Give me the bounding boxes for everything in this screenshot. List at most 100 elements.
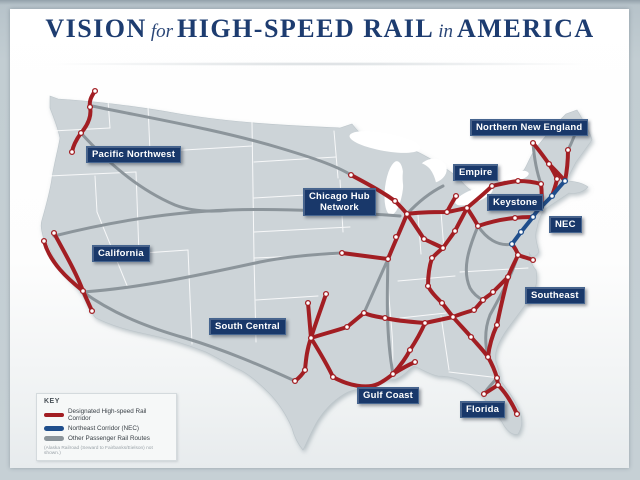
station-dot [338, 249, 346, 257]
station-dot [384, 255, 392, 263]
station-dot [529, 139, 537, 147]
nec-swatch [44, 426, 64, 431]
route-california-south [81, 289, 94, 313]
route-tulsa-dallas [309, 292, 328, 340]
station-dot [307, 334, 315, 342]
station-dot [347, 171, 355, 179]
station-dot [474, 222, 482, 230]
station-dot [537, 180, 545, 188]
route-dallas-houston [309, 336, 335, 379]
station-dot [529, 256, 537, 264]
station-dot [514, 177, 522, 185]
station-dot [360, 309, 368, 317]
station-dot [484, 353, 492, 361]
station-dot [86, 103, 94, 111]
title-word-hsr: HIGH-SPEED RAIL [177, 14, 435, 43]
title-word-in: in [438, 21, 454, 42]
route-city-of-new-orleans [385, 257, 395, 376]
route-pacific-northwest [70, 89, 97, 154]
station-dot [537, 203, 545, 211]
station-dot [451, 227, 459, 235]
route-capitol-limited [476, 224, 514, 247]
route-empire-builder [90, 104, 353, 177]
station-dot [513, 410, 521, 418]
station-dot [424, 282, 432, 290]
station-dot [529, 213, 537, 221]
station-dot [439, 244, 447, 252]
station-dot [40, 237, 48, 245]
other-routes-label: Other Passenger Rail Routes [68, 435, 150, 442]
station-dot [421, 319, 429, 327]
station-dot [564, 146, 572, 154]
station-dot [50, 229, 58, 237]
hsr-swatch [44, 412, 64, 418]
map-key: KEY Designated High-speed Rail Corridor … [36, 393, 177, 461]
station-dot [470, 306, 478, 314]
title-word-america: AMERICA [457, 14, 595, 43]
routes-other-passenger [52, 104, 579, 396]
key-heading: KEY [44, 398, 60, 405]
station-dot [438, 299, 446, 307]
station-dot [79, 287, 87, 295]
key-row-nec: Northeast Corridor (NEC) [44, 425, 170, 432]
title-word-for: for [150, 21, 173, 42]
station-dot [452, 192, 460, 200]
station-dot [493, 374, 501, 382]
station-dot [511, 214, 519, 222]
route-littlerock-stlouis [362, 257, 390, 315]
route-california-coast [42, 239, 85, 293]
station-dot [443, 208, 451, 216]
station-dot [545, 160, 553, 168]
station-dot [494, 381, 502, 389]
nec-label: Northeast Corridor (NEC) [68, 425, 140, 432]
key-row-other: Other Passenger Rail Routes [44, 435, 170, 442]
station-dot [291, 377, 299, 385]
route-southwest-chief [81, 251, 344, 294]
other-routes-swatch [44, 436, 64, 441]
station-dot [322, 290, 330, 298]
route-michigan-gray [405, 184, 445, 216]
route-houston-neworleans [331, 372, 395, 389]
station-dot [411, 358, 419, 366]
station-dot [561, 177, 569, 185]
route-sunset-limited [81, 290, 297, 383]
route-california-valley [52, 231, 85, 293]
station-dot [389, 370, 397, 378]
station-dot [403, 210, 411, 218]
key-row-hsr: Designated High-speed Rail Corridor [44, 408, 170, 422]
station-dot [420, 235, 428, 243]
route-appalachia [464, 224, 485, 302]
station-dot [88, 307, 96, 315]
alaska-note: (Alaska Railroad (Seward to Fairbanks/Ei… [44, 446, 153, 456]
station-dot [449, 313, 457, 321]
michigan-peninsula [402, 161, 437, 211]
station-dot [489, 288, 497, 296]
route-louisville-nashville-atlanta [426, 256, 455, 319]
station-dot [514, 251, 522, 259]
station-dot [301, 366, 309, 374]
station-dot [68, 148, 76, 156]
title-word-vision: VISION [45, 14, 147, 43]
station-dot [488, 182, 496, 190]
station-dot [77, 129, 85, 137]
station-dot [504, 273, 512, 281]
station-dot [428, 254, 436, 262]
hsr-label: Designated High-speed Rail Corridor [68, 408, 147, 422]
station-dot [479, 296, 487, 304]
station-dot [381, 314, 389, 322]
station-dot [493, 321, 501, 329]
station-dot [508, 240, 516, 248]
page-title: VISION for HIGH-SPEED RAIL in AMERICA [0, 14, 640, 44]
title-divider [44, 62, 596, 66]
station-dot [304, 299, 312, 307]
great-lakes [349, 131, 529, 215]
station-dot [343, 323, 351, 331]
station-dot [517, 228, 525, 236]
station-dot [463, 204, 471, 212]
station-dot [392, 233, 400, 241]
station-dot [406, 346, 414, 354]
station-dot [553, 175, 561, 183]
station-dot [329, 373, 337, 381]
route-stlouis-kansascity [340, 251, 390, 261]
